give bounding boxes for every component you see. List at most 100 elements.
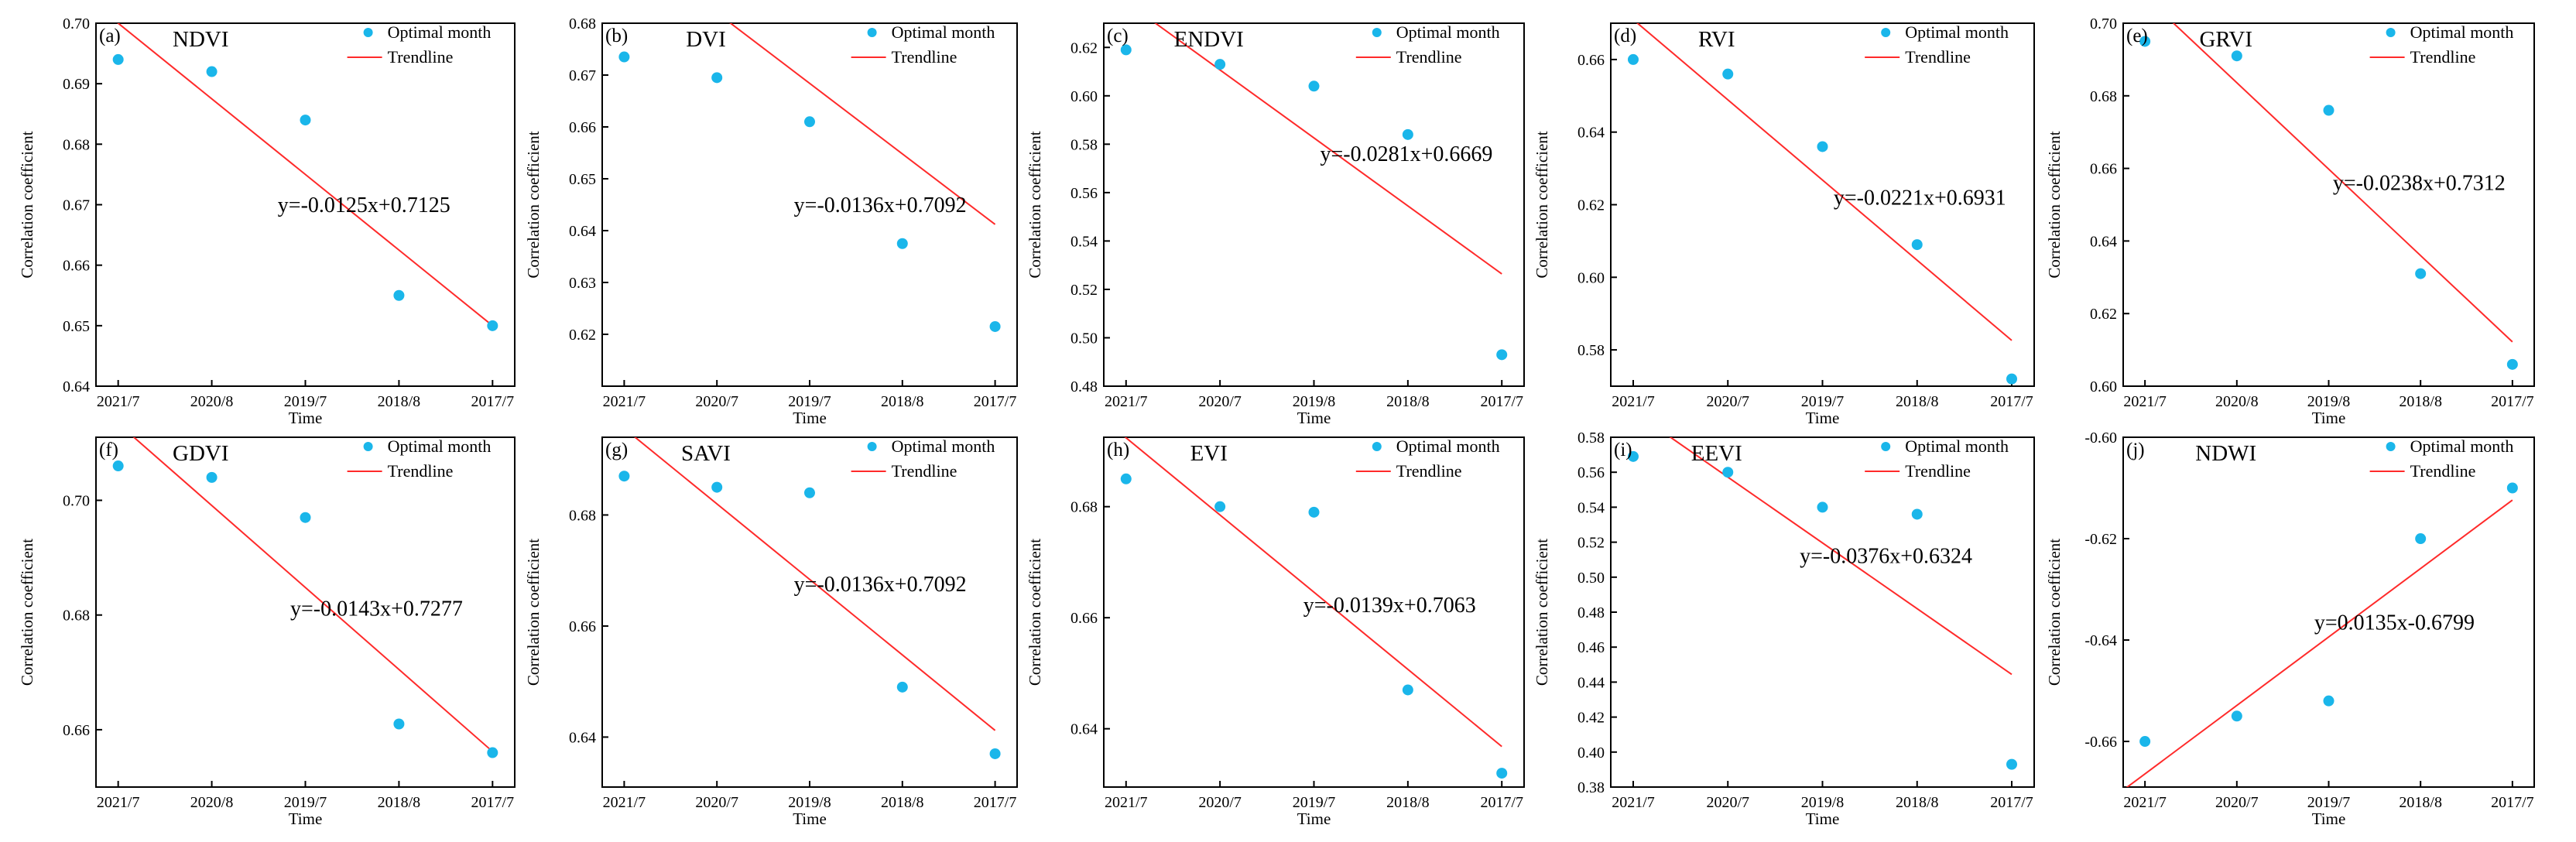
x-tick-label: 2018/8 xyxy=(1386,393,1430,410)
y-tick-label: 0.63 xyxy=(569,275,596,292)
x-tick-label: 2020/7 xyxy=(695,794,738,811)
y-tick-label: 0.68 xyxy=(63,136,90,153)
panel-letter: (e) xyxy=(2126,26,2148,46)
legend-label-line: Trendline xyxy=(1905,461,1971,481)
y-tick-label: 0.48 xyxy=(1577,604,1605,621)
y-tick-label: 0.68 xyxy=(63,608,90,625)
x-tick-label: 2020/7 xyxy=(1198,393,1242,410)
y-tick-label: 0.52 xyxy=(1070,282,1098,299)
panel-gdvi: 0.66 0.68 0.70 2021/7 2020/8 2019/7 2018/8 2017… xyxy=(18,436,516,828)
y-tick-label: 0.66 xyxy=(63,722,90,739)
legend-point-swatch xyxy=(1881,28,1891,37)
legend-label-points: Optimal month xyxy=(388,436,492,456)
y-tick-label: 0.68 xyxy=(2090,88,2117,105)
y-tick-label: 0.56 xyxy=(1070,185,1098,202)
data-point xyxy=(2323,695,2334,707)
legend-label-line: Trendline xyxy=(2410,47,2476,67)
y-tick-label: 0.62 xyxy=(569,327,596,344)
x-tick-label: 2017/7 xyxy=(2491,794,2534,811)
y-tick-label: 0.66 xyxy=(2090,161,2117,178)
x-tick-label: 2020/7 xyxy=(1706,393,1749,410)
y-tick-label: 0.46 xyxy=(1577,639,1605,656)
y-tick-label: 0.50 xyxy=(1577,570,1605,587)
x-tick-label: 2021/7 xyxy=(1105,794,1148,811)
x-tick-label: 2018/8 xyxy=(378,794,421,811)
data-point xyxy=(1308,506,1320,518)
data-point xyxy=(206,471,218,483)
y-tick-label: 0.44 xyxy=(1577,674,1605,691)
y-axis-title: Correlation coefficient xyxy=(1533,131,1551,278)
legend-label-points: Optimal month xyxy=(388,22,492,42)
x-axis-title: Time xyxy=(2312,409,2346,427)
x-axis-title: Time xyxy=(289,809,323,828)
x-tick-label: 2021/7 xyxy=(2123,794,2167,811)
data-point xyxy=(1722,467,1734,478)
data-point xyxy=(206,66,218,77)
y-axis-title: Correlation coefficient xyxy=(524,131,543,278)
y-tick-label: 0.68 xyxy=(1070,499,1098,516)
panel-letter: (c) xyxy=(1107,26,1129,46)
y-tick-label: 0.66 xyxy=(1577,52,1605,69)
data-point xyxy=(393,718,405,730)
legend-label-line: Trendline xyxy=(388,461,454,481)
panel-title: GRVI xyxy=(2199,27,2252,52)
x-axis-title: Time xyxy=(1297,809,1331,828)
x-tick-label: 2019/8 xyxy=(2307,393,2351,410)
data-point xyxy=(2139,36,2151,47)
data-point xyxy=(2506,482,2518,494)
trendline xyxy=(2172,23,2513,343)
y-tick-label: 0.62 xyxy=(1070,39,1098,56)
trendline xyxy=(132,437,493,752)
y-tick-label: 0.68 xyxy=(569,507,596,524)
panel-ndvi: 0.64 0.65 0.66 0.67 0.68 0.69 0.70 2021/7 2020/8… xyxy=(18,15,516,427)
panel-title: RVI xyxy=(1698,27,1735,52)
x-tick-label: 2019/7 xyxy=(788,393,831,410)
trendline xyxy=(2126,499,2513,787)
data-point xyxy=(1402,684,1413,696)
y-tick-label: 0.58 xyxy=(1577,430,1605,447)
data-point xyxy=(804,487,815,498)
trend-equation: y=0.0135x-0.6799 xyxy=(2314,611,2475,635)
data-point xyxy=(1308,80,1320,92)
x-tick-label: 2018/8 xyxy=(1896,393,1939,410)
plot-frame xyxy=(1103,22,1525,387)
panel-letter: (i) xyxy=(1614,440,1632,460)
panel-letter: (h) xyxy=(1107,440,1129,460)
y-tick-label: 0.65 xyxy=(63,318,90,335)
legend-point-swatch xyxy=(2386,28,2396,37)
y-axis-title: Correlation coefficient xyxy=(524,539,543,686)
x-tick-label: 2020/7 xyxy=(695,393,738,410)
legend-point-swatch xyxy=(1372,442,1382,451)
y-tick-label: 0.62 xyxy=(2090,306,2117,323)
legend-point-swatch xyxy=(1372,28,1382,37)
y-tick-label: -0.62 xyxy=(2084,531,2117,548)
panel-letter: (b) xyxy=(605,26,628,46)
y-tick-label: -0.60 xyxy=(2084,430,2117,447)
x-tick-label: 2020/7 xyxy=(1706,794,1749,811)
x-tick-label: 2018/8 xyxy=(2399,393,2442,410)
x-tick-label: 2021/7 xyxy=(1105,393,1148,410)
data-point xyxy=(112,460,124,472)
legend-point-swatch xyxy=(363,28,373,37)
legend-label-points: Optimal month xyxy=(2410,22,2514,42)
legend-point-swatch xyxy=(363,442,373,451)
y-axis-title: Correlation coefficient xyxy=(2045,539,2064,686)
data-point xyxy=(487,320,498,331)
y-tick-label: 0.66 xyxy=(63,258,90,275)
x-tick-label: 2017/7 xyxy=(1990,393,2033,410)
x-tick-label: 2019/8 xyxy=(1293,393,1336,410)
panel-letter: (f) xyxy=(99,440,118,460)
y-tick-label: 0.64 xyxy=(2090,233,2117,250)
trendline xyxy=(1669,437,2012,676)
legend-label-line: Trendline xyxy=(892,461,957,481)
x-tick-label: 2018/8 xyxy=(881,393,924,410)
y-tick-label: 0.58 xyxy=(1577,342,1605,359)
data-point xyxy=(618,471,630,482)
panel-title: EEVI xyxy=(1691,441,1742,466)
panel-dvi: 0.62 0.63 0.64 0.65 0.66 0.67 0.68 2021/7 2020/7… xyxy=(524,15,1018,427)
panel-letter: (g) xyxy=(605,440,628,460)
data-point xyxy=(1214,501,1226,512)
legend-point-swatch xyxy=(1881,442,1891,451)
y-tick-label: 0.64 xyxy=(1577,125,1605,142)
